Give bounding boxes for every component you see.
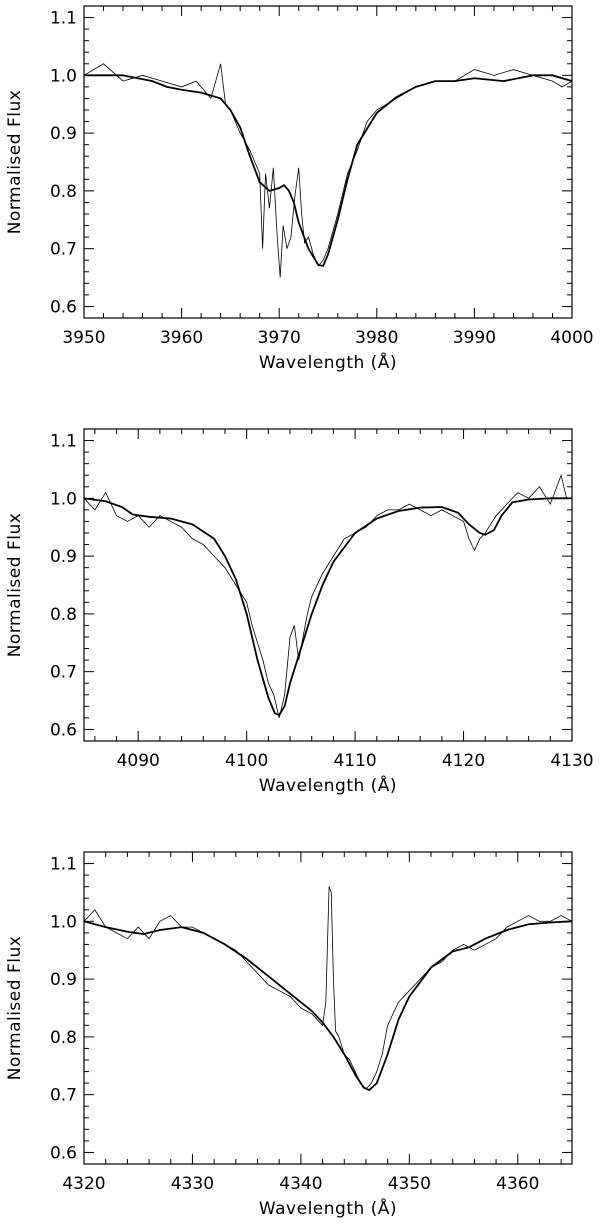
- x-tick-label: 4130: [550, 751, 593, 771]
- y-tick-label: 1.1: [50, 855, 77, 875]
- model-fit-line: [84, 920, 572, 1092]
- y-tick-label: 0.7: [50, 240, 77, 260]
- x-tick-label: 4350: [388, 1174, 431, 1194]
- x-tick-label: 4120: [442, 751, 485, 771]
- x-tick-label: 3950: [62, 328, 105, 348]
- y-tick-label: 1.0: [50, 912, 77, 932]
- y-tick-label: 0.6: [50, 720, 77, 740]
- y-axis-label: Normalised Flux: [5, 936, 25, 1081]
- y-tick-label: 1.1: [50, 432, 77, 452]
- y-axis-label: Normalised Flux: [5, 90, 25, 235]
- x-tick-label: 4110: [333, 751, 376, 771]
- x-axis-label: Wavelength (Å): [259, 351, 397, 373]
- y-tick-label: 0.6: [50, 1143, 77, 1163]
- spectrum-panel-2: 4090 4100 4110 4120 4130 0.6 0.7 0.8 0.9 1.0 1.1 Wa…: [5, 428, 594, 796]
- y-tick-label: 0.8: [50, 605, 77, 625]
- x-tick-label: 4100: [225, 751, 268, 771]
- observed-spectrum-line: [84, 886, 572, 1090]
- y-tick-label: 1.0: [50, 66, 77, 86]
- spectrum-panel-3: 4320 4330 4340 4350 4360 0.6 0.7 0.8 0.9 1.0 1.1 Wa…: [5, 851, 573, 1219]
- y-axis-label: Normalised Flux: [5, 513, 25, 658]
- x-tick-label: 4360: [496, 1174, 539, 1194]
- observed-spectrum-line: [84, 63, 572, 278]
- x-axis-label: Wavelength (Å): [259, 774, 397, 796]
- y-tick-label: 0.8: [50, 1028, 77, 1048]
- y-tick-label: 1.1: [50, 9, 77, 29]
- x-tick-label: 3980: [355, 328, 398, 348]
- plot-frame: [83, 5, 573, 319]
- y-tick-label: 0.9: [50, 970, 77, 990]
- y-tick-label: 0.7: [50, 663, 77, 683]
- y-tick-label: 0.8: [50, 182, 77, 202]
- observed-spectrum-line: [84, 473, 572, 718]
- x-tick-label: 4340: [279, 1174, 322, 1194]
- x-tick-label: 3990: [453, 328, 496, 348]
- y-tick-label: 0.9: [50, 124, 77, 144]
- spectrum-panel-1: 3950 3960 3970 3980 3990 4000 0.6 0.7 0.8 0.9 1.0 1…: [5, 5, 594, 373]
- y-tick-label: 0.9: [50, 547, 77, 567]
- model-fit-line: [84, 497, 572, 717]
- y-tick-label: 0.6: [50, 297, 77, 317]
- x-tick-label: 4090: [117, 751, 160, 771]
- y-tick-label: 1.0: [50, 489, 77, 509]
- plot-frame: [83, 851, 573, 1165]
- x-tick-label: 3960: [160, 328, 203, 348]
- x-tick-label: 4000: [550, 328, 593, 348]
- model-fit-line: [84, 74, 572, 268]
- x-tick-label: 4330: [171, 1174, 214, 1194]
- x-tick-label: 3970: [258, 328, 301, 348]
- x-axis-label: Wavelength (Å): [259, 1197, 397, 1219]
- y-tick-label: 0.7: [50, 1086, 77, 1106]
- x-tick-label: 4320: [62, 1174, 105, 1194]
- plot-frame: [83, 428, 573, 742]
